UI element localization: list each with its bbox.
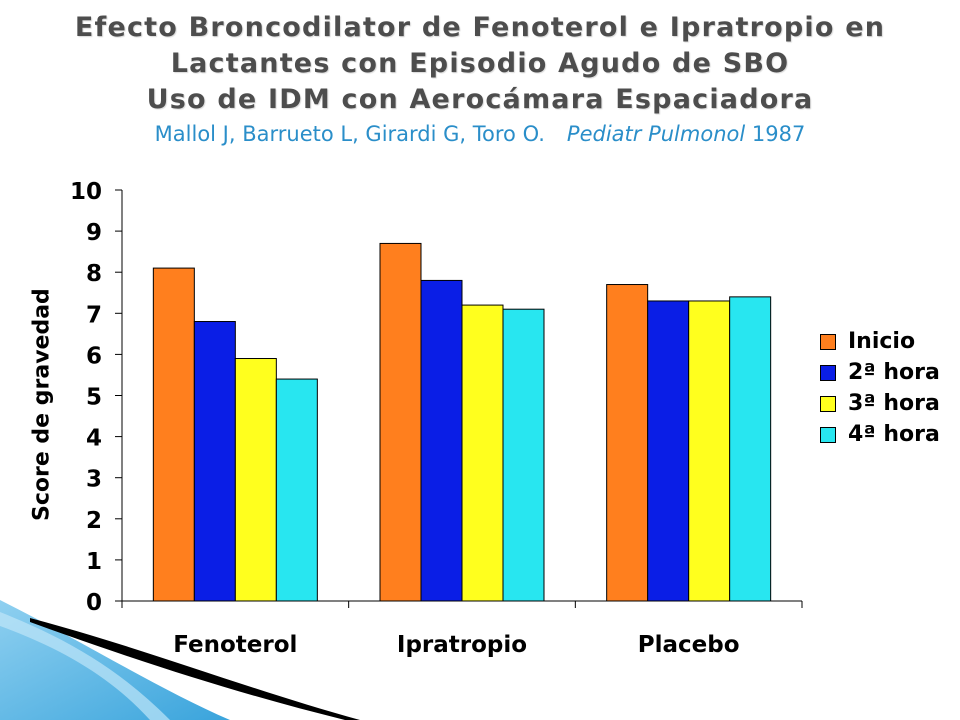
bar-0-3	[275, 378, 318, 602]
y-tick-label: 0	[86, 590, 102, 616]
bar-0-0	[152, 267, 195, 602]
bar-2-0	[606, 284, 649, 602]
title-line-1: Efecto Broncodilator de Fenoterol e Ipra…	[74, 12, 886, 43]
bar-1-1	[420, 279, 463, 602]
citation-year: 1987	[751, 122, 806, 146]
y-tick-label: 9	[86, 220, 102, 246]
bar-1-3	[502, 308, 545, 602]
citation-journal: Pediatr Pulmonol	[566, 122, 746, 146]
legend-label: Inicio	[848, 329, 916, 354]
legend-item: Inicio	[820, 326, 940, 357]
title-block: Efecto Broncodilator de Fenoterol e Ipra…	[0, 10, 960, 148]
bar-2-2	[688, 300, 731, 602]
title-line-2: Lactantes con Episodio Agudo de SBO	[170, 48, 790, 79]
bar-0-2	[234, 358, 277, 602]
legend-swatch	[820, 395, 836, 412]
y-tick-label: 5	[86, 385, 102, 411]
y-tick-label: 3	[86, 467, 102, 493]
legend-label: 3ª hora	[848, 391, 940, 416]
x-tick-label: Fenoterol	[173, 632, 297, 658]
y-tick-label: 10	[70, 179, 102, 205]
legend-item: 4ª hora	[820, 419, 940, 450]
legend-label: 2ª hora	[848, 360, 940, 385]
citation-authors: Mallol J, Barrueto L, Girardi G, Toro O.	[154, 122, 545, 146]
legend-swatch	[820, 426, 836, 443]
title-line-3: Uso de IDM con Aerocámara Espaciadora	[146, 84, 814, 115]
legend: Inicio 2ª hora 3ª hora 4ª hora	[820, 326, 940, 450]
y-tick-label: 7	[86, 302, 102, 328]
x-tick-label: Placebo	[638, 632, 740, 658]
legend-swatch	[820, 333, 836, 350]
legend-item: 2ª hora	[820, 357, 940, 388]
y-tick-label: 1	[86, 549, 102, 575]
y-tick-label: 2	[86, 508, 102, 534]
legend-item: 3ª hora	[820, 388, 940, 419]
y-tick-label: 6	[86, 343, 102, 369]
legend-label: 4ª hora	[848, 422, 940, 447]
bar-1-2	[461, 304, 504, 602]
bar-0-1	[193, 321, 236, 602]
citation: Mallol J, Barrueto L, Girardi G, Toro O.…	[0, 120, 960, 148]
bar-2-3	[729, 296, 772, 602]
y-tick-label: 4	[86, 426, 102, 452]
bar-1-0	[379, 242, 422, 602]
y-tick-label: 8	[86, 261, 102, 287]
legend-swatch	[820, 364, 836, 381]
x-tick-label: Ipratropio	[397, 632, 527, 658]
